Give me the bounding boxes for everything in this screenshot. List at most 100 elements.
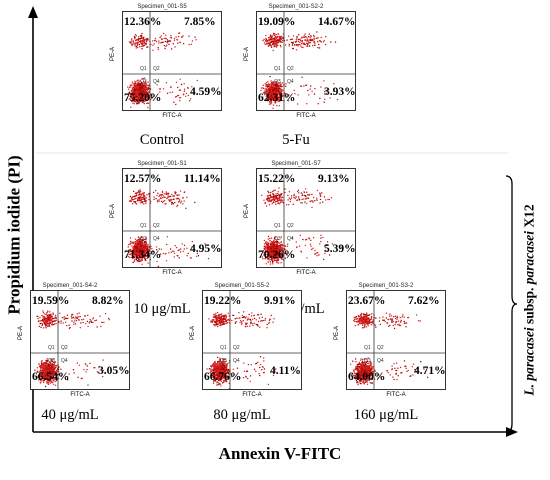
scatter-points xyxy=(206,311,277,390)
gate-label: Q4 xyxy=(233,358,240,364)
scatter-plot: Q1 Q2 Q3 Q4 xyxy=(256,168,356,268)
quadrant-ur-value: 11.14% xyxy=(184,173,221,185)
scatter-svg: Q1 Q2 Q3 Q4 xyxy=(256,168,356,268)
scatter-svg: Q1 Q2 Q3 Q4 xyxy=(30,290,130,390)
y-axis-arrow-icon xyxy=(28,6,38,18)
condition-label: 5-Fu xyxy=(282,132,310,148)
gate-label: Q3 xyxy=(220,358,227,364)
gate-label: Q1 xyxy=(274,66,281,72)
gate-label: Q2 xyxy=(233,345,240,351)
gate-label: Q2 xyxy=(153,66,160,72)
gate-label: Q1 xyxy=(48,345,55,351)
gate-label: Q3 xyxy=(140,236,147,242)
quadrant-ul-value: 19.09% xyxy=(258,16,296,28)
panel-y-label: PE-A xyxy=(110,46,117,62)
x-axis-label: Annexin V-FITC xyxy=(218,444,342,463)
scatter-plot: Q1 Q2 Q3 Q4 xyxy=(30,290,130,390)
panel-x-label: FITC-A xyxy=(162,270,182,276)
scatter-plot: Q1 Q2 Q3 Q4 xyxy=(202,290,302,390)
gate-label: Q2 xyxy=(153,223,160,229)
flow-panel-7: Specimen_001-S3-2 PE-A FITC-A Q1 Q2 Q3 Q4 23.67… xyxy=(326,283,446,398)
group-brace xyxy=(505,175,518,433)
panel-title: Specimen_001-S7 xyxy=(271,161,321,167)
flow-panel-1: Specimen_001-S5 PE-A FITC-A Q1 Q2 Q3 Q4 12.36% 7… xyxy=(102,4,222,119)
gate-label: Q4 xyxy=(153,79,160,85)
panel-title: Specimen_001-S3-2 xyxy=(358,283,414,289)
gate-label: Q3 xyxy=(274,236,281,242)
gate-label: Q4 xyxy=(153,236,160,242)
panel-x-label: FITC-A xyxy=(70,392,90,398)
panel-x-label: FITC-A xyxy=(296,113,316,119)
panel-y-label: PE-A xyxy=(334,325,341,341)
quadrant-ul-value: 19.22% xyxy=(204,295,242,307)
flow-panel-6: Specimen_001-S5-2 PE-A FITC-A Q1 Q2 Q3 Q4 19.22… xyxy=(182,283,302,398)
quadrant-ul-value: 12.36% xyxy=(124,16,162,28)
scatter-points xyxy=(349,312,429,386)
condition-label: 160 μg/mL xyxy=(353,407,419,423)
plot-border xyxy=(122,11,222,111)
panel-title: Specimen_001-S5-2 xyxy=(214,283,270,289)
scatter-svg: Q1 Q2 Q3 Q4 xyxy=(122,11,222,111)
scatter-plot: Q1 Q2 Q3 Q4 xyxy=(122,168,222,268)
panel-y-label: PE-A xyxy=(244,203,251,219)
x-axis-arrow-icon xyxy=(506,427,518,437)
quadrant-ur-value: 9.91% xyxy=(264,295,296,307)
quadrant-ul-value: 23.67% xyxy=(348,295,386,307)
scatter-points xyxy=(260,31,339,110)
gate-label: Q3 xyxy=(48,358,55,364)
gate-label: Q4 xyxy=(287,79,294,85)
quadrant-lr-value: 4.95% xyxy=(190,243,222,255)
panel-y-label: PE-A xyxy=(190,325,197,341)
gate-label: Q1 xyxy=(364,345,371,351)
condition-label: 10 μg/mL xyxy=(133,301,191,317)
gate-label: Q2 xyxy=(377,345,384,351)
gate-label: Q1 xyxy=(274,223,281,229)
gate-label: Q3 xyxy=(364,358,371,364)
quadrant-lr-value: 4.71% xyxy=(414,365,446,377)
condition-label: 80 μg/mL xyxy=(213,407,271,423)
gate-label: Q4 xyxy=(61,358,68,364)
quadrant-ll-value: 71.34% xyxy=(124,249,162,261)
quadrant-ur-value: 8.82% xyxy=(92,295,124,307)
panel-title: Specimen_001-S5 xyxy=(137,4,187,10)
gate-label: Q3 xyxy=(140,79,147,85)
scatter-plot: Q1 Q2 Q3 Q4 xyxy=(122,11,222,111)
panel-y-label: PE-A xyxy=(110,203,117,219)
quadrant-ul-value: 19.59% xyxy=(32,295,70,307)
gate-label: Q2 xyxy=(287,66,294,72)
panel-x-label: FITC-A xyxy=(296,270,316,276)
panel-title: Specimen_001-S2-2 xyxy=(268,4,324,10)
quadrant-ll-value: 70.26% xyxy=(258,249,296,261)
panel-y-label: PE-A xyxy=(18,325,25,341)
scatter-plot: Q1 Q2 Q3 Q4 xyxy=(256,11,356,111)
scatter-points xyxy=(34,310,110,388)
condition-label: Control xyxy=(139,132,185,148)
scatter-svg: Q1 Q2 Q3 Q4 xyxy=(256,11,356,111)
scatter-points xyxy=(261,187,347,265)
panel-x-label: FITC-A xyxy=(386,392,406,398)
quadrant-ur-value: 7.62% xyxy=(408,295,440,307)
quadrant-lr-value: 3.93% xyxy=(324,86,356,98)
group-label: L. paracasei subsp. paracasei X12 xyxy=(522,204,538,396)
gate-label: Q1 xyxy=(140,66,147,72)
scatter-svg: Q1 Q2 Q3 Q4 xyxy=(122,168,222,268)
flow-panel-3: Specimen_001-S1 PE-A FITC-A Q1 Q2 Q3 Q4 12.57% 1… xyxy=(102,161,222,276)
panel-y-label: PE-A xyxy=(244,46,251,62)
quadrant-lr-value: 3.05% xyxy=(98,365,130,377)
gate-label: Q4 xyxy=(377,358,384,364)
quadrant-ul-value: 12.57% xyxy=(124,173,162,185)
panel-title: Specimen_001-S4-2 xyxy=(42,283,98,289)
quadrant-lr-value: 4.59% xyxy=(190,86,222,98)
panel-x-label: FITC-A xyxy=(162,113,182,119)
scatter-points xyxy=(127,189,210,268)
gate-label: Q2 xyxy=(287,223,294,229)
scatter-svg: Q1 Q2 Q3 Q4 xyxy=(202,290,302,390)
quadrant-ll-value: 66.76% xyxy=(204,371,242,383)
gate-label: Q1 xyxy=(220,345,227,351)
flow-panel-2: Specimen_001-S2-2 PE-A FITC-A Q1 Q2 Q3 Q4 19.09… xyxy=(236,4,356,119)
quadrant-ul-value: 15.22% xyxy=(258,173,296,185)
quadrant-ll-value: 62.31% xyxy=(258,92,296,104)
quadrant-ll-value: 64.00% xyxy=(348,371,386,383)
scatter-plot: Q1 Q2 Q3 Q4 xyxy=(346,290,446,390)
